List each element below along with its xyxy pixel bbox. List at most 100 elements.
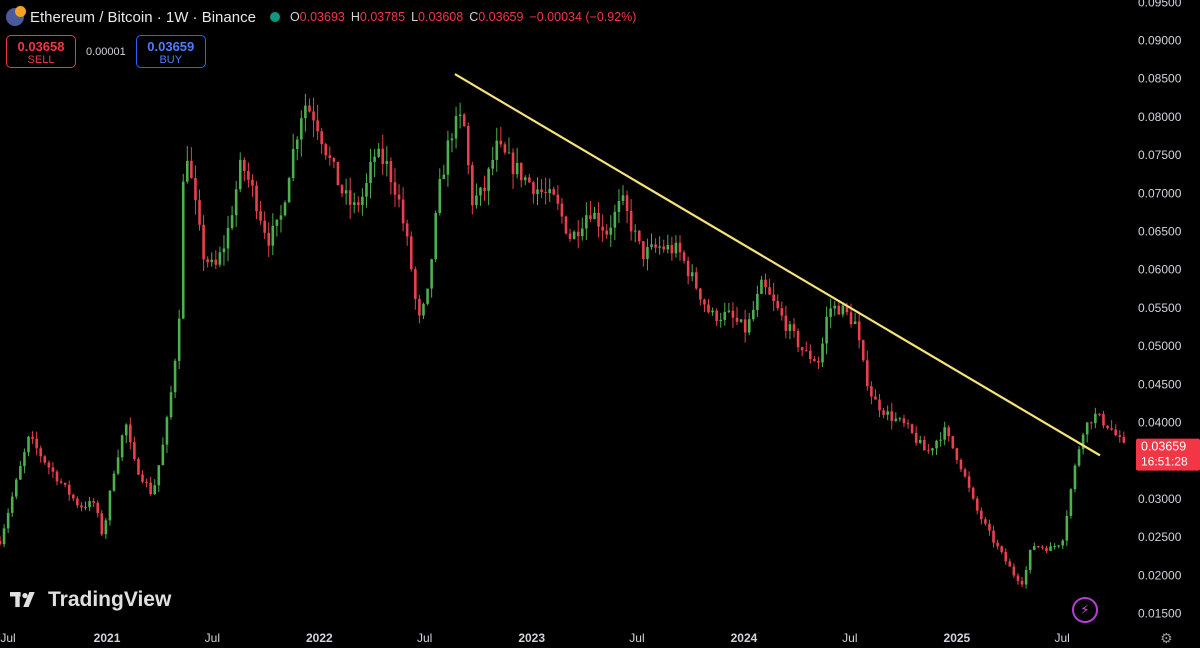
candle-body — [727, 310, 731, 312]
candle-body — [1114, 429, 1117, 436]
candle-body — [825, 316, 828, 344]
candle-body — [711, 310, 714, 313]
lightning-icon[interactable]: ⚡ — [1072, 597, 1098, 623]
symbol-title[interactable]: Ethereum / Bitcoin · 1W · Binance — [30, 8, 256, 26]
candle-body — [1089, 422, 1093, 424]
y-tick-label: 0.03000 — [1138, 492, 1182, 506]
candle-body — [165, 417, 169, 445]
candle-body — [947, 427, 951, 437]
candle-body — [263, 220, 266, 233]
candle-body — [475, 195, 478, 206]
candle-body — [275, 219, 279, 226]
low-value: 0.03608 — [418, 10, 464, 24]
candle-body — [10, 496, 14, 513]
y-tick-label: 0.08500 — [1138, 72, 1182, 86]
last-price-label: 0.03659 — [1141, 440, 1186, 454]
symbol-header: Ethereum / Bitcoin · 1W · Binance O0.036… — [6, 6, 636, 26]
candle-body — [63, 482, 67, 485]
candle-body — [279, 215, 283, 220]
candle-body — [1000, 546, 1003, 552]
candle-body — [39, 448, 43, 457]
candle-body — [686, 260, 690, 277]
candle-body — [234, 189, 238, 216]
candle-body — [511, 152, 515, 175]
candle-body — [35, 438, 38, 449]
candle-body — [116, 457, 120, 474]
candle-body — [377, 148, 380, 157]
candle-body — [300, 118, 303, 140]
candle-body — [532, 182, 535, 195]
candle-body — [259, 211, 262, 221]
candle-body — [963, 469, 967, 477]
candle-body — [59, 481, 63, 483]
candle-body — [564, 216, 568, 234]
candle-body — [849, 312, 853, 325]
candle-body — [120, 435, 124, 458]
candle-body — [381, 148, 385, 164]
candle-body — [1057, 545, 1060, 547]
sell-button[interactable]: 0.03658 SELL — [6, 35, 76, 68]
candle-body — [291, 149, 295, 179]
spread-value: 0.00001 — [86, 45, 126, 58]
candle-body — [707, 304, 710, 313]
candle-body — [829, 308, 832, 317]
candle-body — [1118, 435, 1122, 437]
x-axis[interactable]: Jul 2021 Jul 2022 Jul 2023 Jul 2024 Jul 2025 Jul — [0, 631, 1070, 645]
trendline[interactable] — [454, 73, 1101, 457]
candle-body — [137, 459, 140, 475]
candle-body — [450, 138, 454, 141]
candle-body — [593, 212, 596, 219]
candle-body — [866, 360, 869, 387]
candle-body — [405, 223, 409, 237]
candle-body — [238, 159, 242, 190]
candle-body — [523, 177, 527, 181]
candle-body — [1110, 428, 1113, 430]
candle-body — [153, 485, 157, 495]
candle-body — [739, 319, 743, 322]
candle-body — [927, 450, 930, 452]
y-axis[interactable]: 0.09500 0.09000 0.08500 0.08000 0.07500 0.070… — [1138, 0, 1182, 621]
candle-body — [576, 231, 580, 237]
tradingview-logo[interactable]: TradingView — [10, 588, 171, 612]
x-tick-label: 2022 — [306, 631, 333, 645]
buy-button[interactable]: 0.03659 BUY — [135, 35, 206, 68]
y-tick-label: 0.05000 — [1138, 339, 1182, 353]
candle-body — [214, 259, 218, 265]
candle-body — [756, 293, 759, 310]
y-tick-label: 0.07000 — [1138, 186, 1182, 200]
x-tick-label: Jul — [417, 631, 432, 645]
x-tick-label: Jul — [205, 631, 220, 645]
candle-body — [295, 139, 299, 150]
candle-body — [1004, 551, 1008, 562]
candle-body — [731, 310, 735, 318]
candle-body — [719, 319, 723, 322]
candle-body — [328, 155, 332, 159]
candle-body — [92, 501, 95, 503]
sell-price: 0.03658 — [17, 39, 65, 54]
candle-body — [320, 131, 323, 145]
candle-body — [996, 542, 999, 547]
candle-body — [369, 161, 372, 184]
candle-body — [699, 288, 702, 300]
candle-body — [112, 473, 116, 491]
candle-body — [589, 215, 592, 219]
buy-price: 0.03659 — [147, 39, 195, 54]
candle-body — [71, 494, 75, 499]
open-value: 0.03693 — [299, 10, 345, 24]
candle-body — [837, 305, 841, 315]
candle-body — [654, 244, 657, 248]
candle-body — [980, 510, 983, 520]
candle-body — [324, 144, 328, 156]
candle-body — [124, 424, 128, 436]
y-tick-label: 0.02500 — [1138, 530, 1182, 544]
candle-body — [894, 418, 898, 421]
candle-body — [336, 161, 340, 186]
candle-body — [157, 465, 161, 486]
candle-body — [768, 287, 771, 295]
candle-body — [271, 225, 275, 246]
settings-gear-icon[interactable]: ⚙ — [1160, 630, 1173, 646]
candle-body — [426, 288, 429, 304]
candle-body — [1016, 575, 1020, 581]
candle-body — [96, 502, 100, 514]
